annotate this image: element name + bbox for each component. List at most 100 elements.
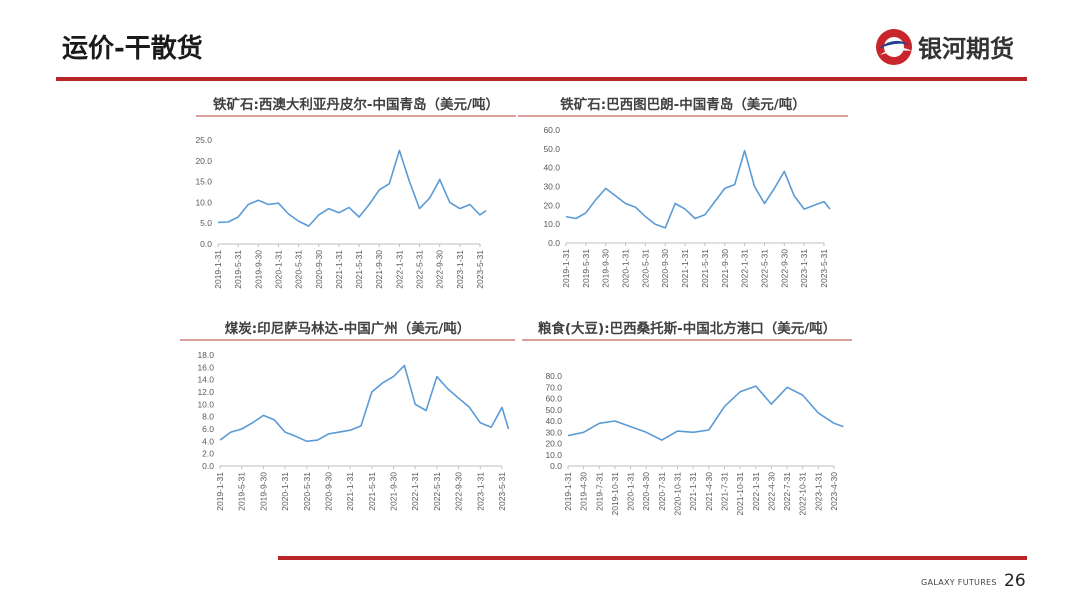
x-tick-label: 2020-9-30 <box>323 472 333 511</box>
y-tick-label: 80.0 <box>545 371 562 381</box>
x-tick-label: 2021-1-31 <box>688 472 698 511</box>
y-tick-label: 20.0 <box>195 156 212 166</box>
y-tick-label: 60.0 <box>543 125 560 135</box>
x-tick-label: 2019-10-31 <box>610 472 620 516</box>
brand-logo: 银河期货 <box>874 27 1034 67</box>
y-tick-label: 40.0 <box>545 416 562 426</box>
chart-title: 铁矿石:西澳大利亚丹皮尔-中国青岛（美元/吨） <box>213 97 499 113</box>
footer-divider <box>278 556 1027 560</box>
series-line <box>565 149 831 229</box>
brand-name: 银河期货 <box>918 35 1014 63</box>
x-tick-label: 2022-1-31 <box>410 472 420 511</box>
x-tick-label: 2021-9-30 <box>374 250 384 289</box>
x-tick-label: 2021-9-30 <box>389 472 399 511</box>
x-tick-label: 2021-5-31 <box>700 249 710 288</box>
x-tick-label: 2023-5-31 <box>497 472 507 511</box>
x-tick-label: 2019-7-31 <box>594 472 604 511</box>
y-tick-label: 40.0 <box>543 163 560 173</box>
x-tick-label: 2022-4-30 <box>766 472 776 511</box>
y-tick-label: 0.0 <box>200 239 212 249</box>
y-tick-label: 0.0 <box>550 461 562 471</box>
x-tick-label: 2022-9-30 <box>454 472 464 511</box>
y-tick-label: 18.0 <box>197 350 214 360</box>
chart-plot: 0.0 10.0 20.0 30.0 40.0 50.0 60.0 2019-1-31 2019… <box>543 125 831 288</box>
x-tick-label: 2020-9-30 <box>660 249 670 288</box>
chart-title: 铁矿石:巴西图巴朗-中国青岛（美元/吨） <box>560 97 806 113</box>
x-tick-label: 2021-4-30 <box>704 472 714 511</box>
x-tick-label: 2021-10-31 <box>735 472 745 516</box>
x-tick-label: 2023-1-31 <box>455 250 465 289</box>
chart-title-rule <box>518 115 848 117</box>
y-tick-label: 10.0 <box>545 450 562 460</box>
x-tick-label: 2020-7-31 <box>657 472 667 511</box>
chart-title-rule <box>522 339 852 341</box>
y-tick-label: 15.0 <box>195 177 212 187</box>
x-tick-label: 2022-5-31 <box>759 249 769 288</box>
x-tick-label: 2020-9-30 <box>314 250 324 289</box>
x-tick-label: 2023-5-31 <box>475 250 485 289</box>
y-tick-label: 2.0 <box>202 449 214 459</box>
page-number: 26 <box>1004 571 1026 591</box>
y-tick-label: 8.0 <box>202 412 214 422</box>
x-tick-label: 2021-1-31 <box>334 250 344 289</box>
x-tick-label: 2019-1-31 <box>213 250 223 289</box>
header-divider <box>56 77 1027 81</box>
x-tick-label: 2020-1-31 <box>280 472 290 511</box>
x-tick-label: 2019-1-31 <box>563 472 573 511</box>
y-tick-label: 0.0 <box>548 238 560 248</box>
chart-title-rule <box>180 339 515 341</box>
footer-brand: GALAXY FUTURES <box>921 578 997 587</box>
x-tick-label: 2019-9-30 <box>601 249 611 288</box>
x-tick-label: 2023-1-31 <box>799 249 809 288</box>
chart-coal-indonesia: 煤炭:印尼萨马林达-中国广州（美元/吨） 0.0 2.0 4.0 6.0 8.0 10.0 1… <box>180 314 515 532</box>
y-tick-label: 6.0 <box>202 424 214 434</box>
x-tick-label: 2023-5-31 <box>819 249 829 288</box>
x-tick-label: 2022-5-31 <box>432 472 442 511</box>
page-title: 运价-干散货 <box>62 34 203 64</box>
x-tick-label: 2022-1-31 <box>751 472 761 511</box>
x-tick-label: 2022-1-31 <box>740 249 750 288</box>
chart-iron-ore-australia: 铁矿石:西澳大利亚丹皮尔-中国青岛（美元/吨） 0.0 5.0 10.0 15.0 20.… <box>195 90 516 300</box>
y-tick-label: 30.0 <box>543 182 560 192</box>
y-tick-label: 50.0 <box>545 405 562 415</box>
chart-title: 煤炭:印尼萨马林达-中国广州（美元/吨） <box>224 321 471 337</box>
x-tick-label: 2022-1-31 <box>394 250 404 289</box>
x-tick-label: 2019-1-31 <box>215 472 225 511</box>
x-tick-label: 2019-5-31 <box>233 250 243 289</box>
x-tick-label: 2022-5-31 <box>415 250 425 289</box>
y-tick-label: 10.0 <box>195 197 212 207</box>
galaxy-logo-icon <box>876 29 912 65</box>
y-tick-label: 16.0 <box>197 362 214 372</box>
x-tick-label: 2019-5-31 <box>581 249 591 288</box>
y-tick-label: 5.0 <box>200 218 212 228</box>
x-tick-label: 2019-1-31 <box>561 249 571 288</box>
y-tick-label: 10.0 <box>197 399 214 409</box>
y-tick-label: 25.0 <box>195 135 212 145</box>
y-tick-label: 4.0 <box>202 436 214 446</box>
y-tick-label: 14.0 <box>197 375 214 385</box>
y-tick-label: 12.0 <box>197 387 214 397</box>
x-tick-label: 2020-5-31 <box>302 472 312 511</box>
y-tick-label: 30.0 <box>545 427 562 437</box>
x-tick-label: 2019-9-30 <box>258 472 268 511</box>
x-tick-label: 2020-1-31 <box>273 250 283 289</box>
x-tick-label: 2022-7-31 <box>782 472 792 511</box>
series-line <box>217 149 487 227</box>
x-tick-label: 2021-5-31 <box>354 250 364 289</box>
x-tick-label: 2019-5-31 <box>237 472 247 511</box>
x-tick-label: 2021-1-31 <box>345 472 355 511</box>
y-tick-label: 20.0 <box>543 200 560 210</box>
x-tick-label: 2021-1-31 <box>680 249 690 288</box>
chart-soybean-brazil: 粮食(大豆):巴西桑托斯-中国北方港口（美元/吨） 0.0 10.0 20.0 30.0… <box>522 314 852 532</box>
x-tick-label: 2020-5-31 <box>640 249 650 288</box>
x-tick-label: 2023-4-30 <box>829 472 839 511</box>
y-tick-label: 70.0 <box>545 382 562 392</box>
y-tick-label: 20.0 <box>545 439 562 449</box>
x-tick-label: 2021-9-30 <box>720 249 730 288</box>
x-tick-label: 2022-9-30 <box>435 250 445 289</box>
chart-plot: 0.010.020.0 30.040.050.060.0 70.080.0 2019-… <box>545 371 844 516</box>
series-line <box>219 364 510 443</box>
y-tick-label: 10.0 <box>543 219 560 229</box>
chart-plot: 0.0 5.0 10.0 15.0 20.0 25.0 2019-1-31 2019-5-31… <box>195 135 487 289</box>
series-line <box>567 385 844 441</box>
